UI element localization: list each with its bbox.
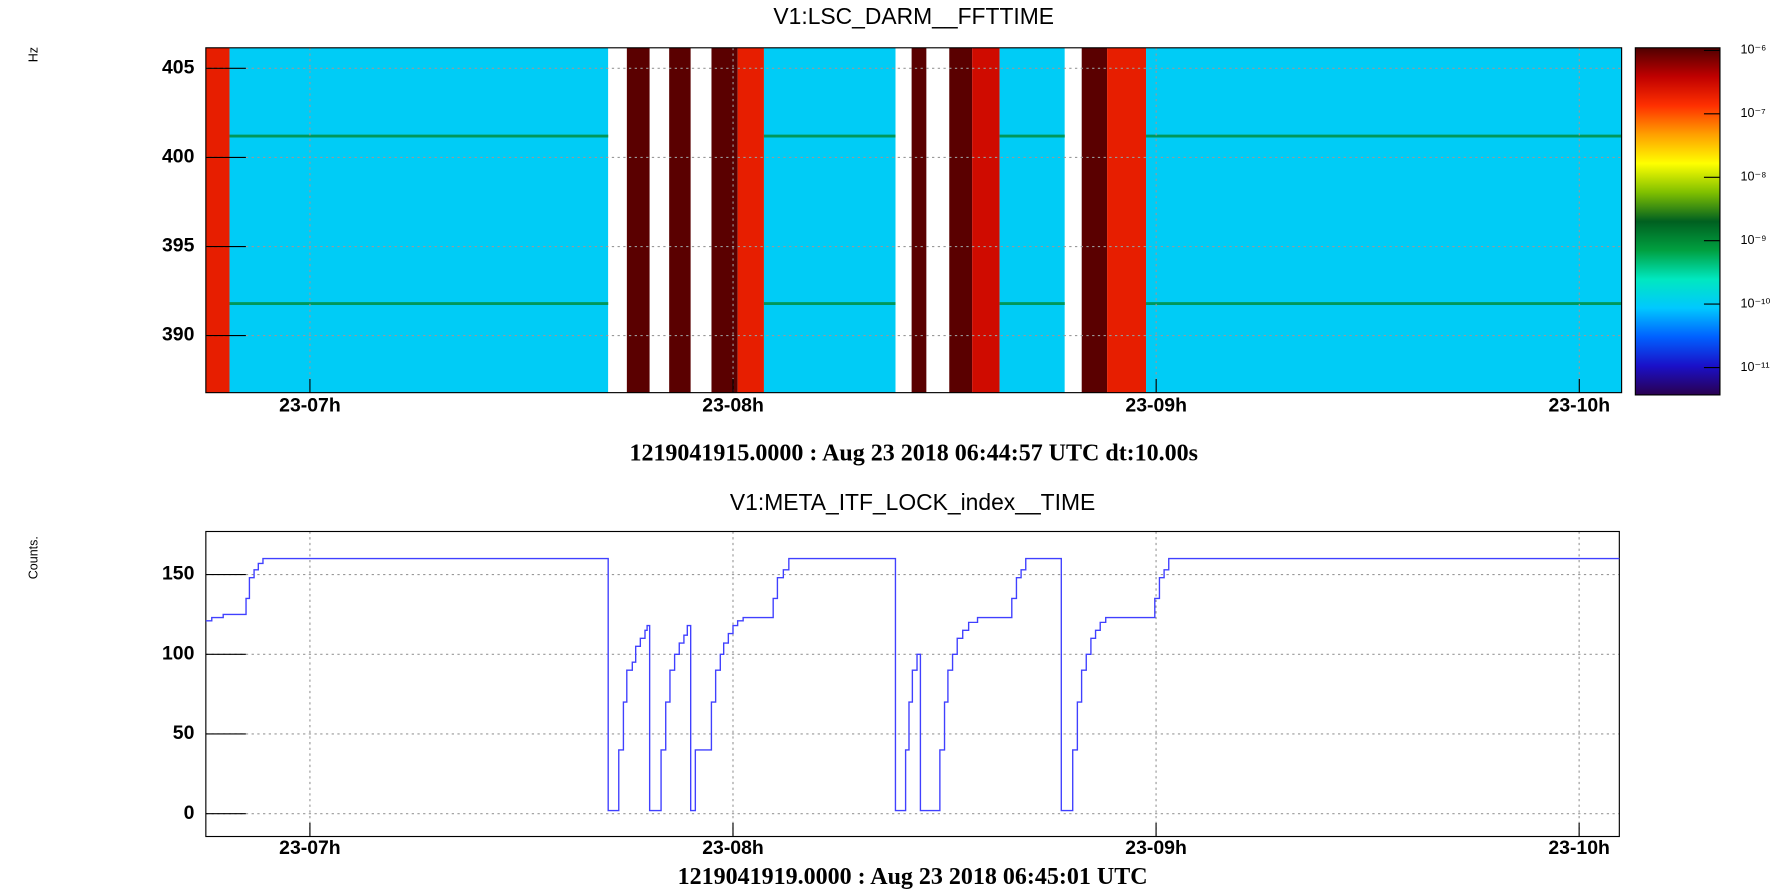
spectrogram-cell	[737, 47, 764, 393]
y-tick-label: 390	[162, 324, 194, 346]
x-tick-label: 23-08h	[702, 837, 764, 859]
x-tick-label: 23-10h	[1549, 394, 1611, 416]
colorbar-tick-label: 10⁻⁸	[1741, 170, 1767, 184]
y-tick-label: 150	[162, 563, 194, 585]
spectrogram-cell	[972, 47, 1000, 393]
step-line	[205, 557, 1620, 812]
spectrogram-cell	[1107, 47, 1147, 393]
y-tick-label: 100	[162, 642, 194, 664]
y-tick-label: 405	[162, 56, 195, 78]
x-tick-label: 23-07h	[279, 394, 341, 416]
spectrogram-cell	[999, 47, 1065, 393]
spectrogram-cell	[711, 47, 738, 393]
colorbar-tick-label: 10⁻⁶	[1741, 43, 1767, 57]
colorbar	[1634, 47, 1721, 396]
y-tick-label: 395	[162, 235, 195, 257]
spectrogram-cell	[669, 47, 691, 393]
spectrogram-cell	[926, 47, 950, 393]
x-tick-label: 23-07h	[279, 837, 341, 859]
spectrogram-cell	[949, 47, 973, 393]
spectrogram-cell	[649, 47, 670, 393]
spectrogram-cell	[1081, 47, 1108, 393]
spectrogram-cell	[626, 47, 650, 393]
footer-text: 1219041915.0000 : Aug 23 2018 06:44:57 U…	[629, 441, 1198, 467]
footer-text: 1219041919.0000 : Aug 23 2018 06:45:01 U…	[678, 864, 1148, 890]
spectrogram-cell	[608, 47, 627, 393]
spectrogram-cell	[690, 47, 712, 393]
spectrogram-cell	[1064, 47, 1082, 393]
spectrogram-cell	[205, 47, 230, 393]
x-tick-label: 23-08h	[702, 394, 764, 416]
chart-title: V1:META_ITF_LOCK_index__TIME	[730, 489, 1095, 515]
plot-frame	[205, 530, 1620, 838]
y-axis-label: Hz	[27, 47, 41, 62]
spectrogram-cell	[911, 47, 927, 393]
x-tick-label: 23-10h	[1548, 837, 1610, 859]
x-tick-label: 23-09h	[1125, 394, 1187, 416]
colorbar-tick-label: 10⁻⁷	[1741, 106, 1767, 120]
colorbar-tick-label: 10⁻¹⁰	[1741, 296, 1771, 310]
y-tick-label: 0	[184, 802, 195, 824]
colorbar-tick-label: 10⁻¹¹	[1741, 360, 1770, 374]
y-tick-label: 400	[162, 146, 194, 168]
y-axis-label: Counts.	[27, 536, 41, 579]
spectrogram-cell	[763, 47, 896, 393]
chart-title: V1:LSC_DARM__FFTTIME	[773, 3, 1054, 29]
x-tick-label: 23-09h	[1125, 837, 1187, 859]
spectrogram-cell	[229, 47, 609, 393]
spectrogram-cell	[895, 47, 912, 393]
colorbar-tick-label: 10⁻⁹	[1741, 233, 1767, 247]
y-tick-label: 50	[173, 722, 195, 744]
plot-frame	[205, 47, 1623, 394]
spectrogram-cell	[1146, 47, 1622, 393]
